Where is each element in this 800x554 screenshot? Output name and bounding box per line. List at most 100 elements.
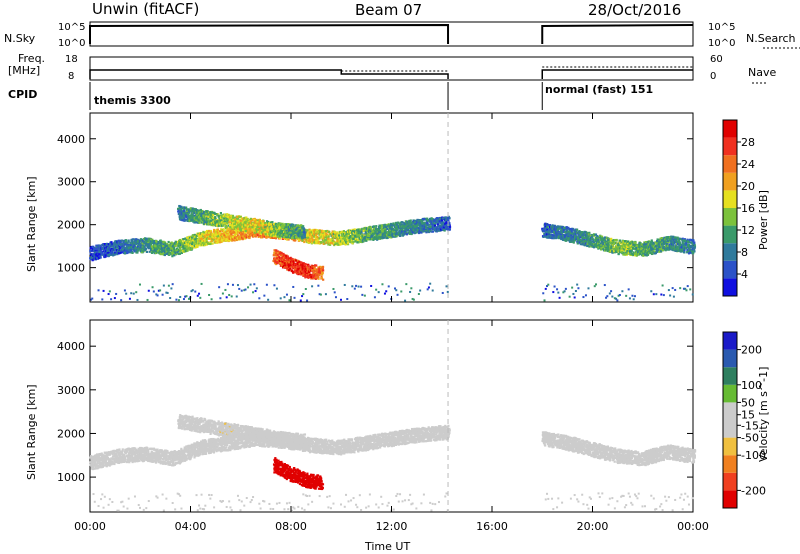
- power-cell: [153, 250, 156, 254]
- power-cell: [337, 235, 340, 238]
- nsky-trace: [89, 23, 694, 44]
- power-cell: [178, 241, 181, 245]
- power-cell: [196, 245, 199, 248]
- power-cell: [278, 237, 282, 240]
- power-cell: [113, 243, 117, 246]
- power-cell: [211, 242, 214, 245]
- power-cell: [168, 243, 171, 247]
- power-cell: [215, 229, 218, 232]
- power-cell: [322, 237, 326, 240]
- power-cell: [267, 223, 271, 226]
- power-cell: [399, 234, 402, 238]
- power-cell: [357, 232, 360, 235]
- power-cell: [145, 240, 148, 244]
- power-cell: [265, 230, 268, 233]
- power-cell: [116, 249, 120, 253]
- power-cell: [233, 236, 236, 240]
- power-cell: [165, 250, 168, 253]
- nsky-label: N.Sky: [4, 32, 36, 45]
- power-cell: [133, 249, 136, 252]
- power-cell: [313, 235, 316, 238]
- freq-label: Freq.: [18, 52, 46, 65]
- power-cell: [228, 237, 231, 240]
- power-cell: [94, 253, 97, 256]
- power-cell: [98, 253, 101, 256]
- power-cell: [346, 232, 349, 235]
- power-cell: [219, 230, 222, 233]
- power-cell: [338, 243, 341, 246]
- power-cell: [182, 240, 185, 243]
- power-cell: [205, 243, 208, 246]
- power-cell: [331, 237, 334, 240]
- power-cell: [367, 234, 370, 237]
- power-cell: [167, 251, 170, 254]
- power-cell: [161, 250, 164, 253]
- power-cell: [225, 239, 228, 242]
- power-cell: [352, 240, 355, 244]
- nsearch-label: N.Search: [746, 32, 796, 45]
- power-cell: [187, 238, 190, 241]
- power-cell: [201, 233, 204, 236]
- power-cell: [302, 233, 305, 236]
- power-cell: [200, 243, 203, 246]
- power-cell: [117, 240, 120, 244]
- power-cell: [155, 249, 158, 252]
- power-cell: [179, 244, 183, 247]
- power-cell: [390, 223, 393, 226]
- nave-label: Nave: [748, 66, 777, 79]
- power-cell: [298, 226, 301, 229]
- power-cell: [413, 231, 416, 234]
- power-cell: [219, 228, 223, 231]
- power-cell: [212, 238, 215, 241]
- power-cell: [310, 232, 313, 236]
- power-cell: [114, 240, 117, 243]
- power-cell: [96, 257, 99, 260]
- cpid-segment-2: normal (fast) 151: [545, 83, 654, 96]
- power-cell: [349, 240, 352, 243]
- power-cell: [89, 249, 92, 252]
- power-cell: [153, 248, 156, 252]
- power-cell: [313, 228, 317, 232]
- power-cell: [416, 227, 419, 230]
- power-cell: [174, 244, 177, 248]
- power-cell: [351, 228, 354, 232]
- power-cell: [111, 243, 114, 246]
- power-cell: [199, 208, 202, 212]
- nave-tick-top: 60: [710, 54, 723, 65]
- power-cell: [90, 257, 93, 260]
- power-cell: [156, 242, 159, 246]
- power-cell: [244, 224, 247, 227]
- power-cell: [337, 243, 340, 246]
- power-cell: [302, 227, 305, 230]
- power-cell: [431, 230, 435, 233]
- power-cell: [307, 237, 310, 241]
- power-cell: [159, 244, 163, 247]
- power-cell: [173, 250, 176, 253]
- power-cell: [107, 254, 111, 257]
- power-cell: [208, 233, 211, 237]
- power-cell: [207, 232, 210, 235]
- power-cell: [210, 232, 213, 235]
- power-cell: [166, 243, 169, 246]
- power-cell: [173, 254, 176, 257]
- power-cell: [99, 256, 102, 259]
- power-cell: [261, 232, 265, 236]
- power-cell: [445, 221, 448, 225]
- power-cell: [186, 239, 190, 243]
- power-cell: [324, 236, 327, 239]
- power-cell: [208, 229, 211, 233]
- power-cell: [205, 238, 208, 241]
- power-cell: [190, 243, 194, 246]
- power-cell: [167, 248, 171, 252]
- power-cell: [281, 232, 284, 236]
- power-cell: [157, 251, 160, 254]
- power-cell: [175, 249, 178, 253]
- power-cell: [184, 249, 188, 253]
- power-cell: [285, 238, 289, 241]
- power-cell: [340, 243, 343, 246]
- power-cell: [321, 239, 325, 242]
- power-cell: [331, 230, 334, 233]
- power-cell: [212, 234, 215, 238]
- power-cell: [315, 242, 318, 245]
- power-cell: [219, 231, 222, 235]
